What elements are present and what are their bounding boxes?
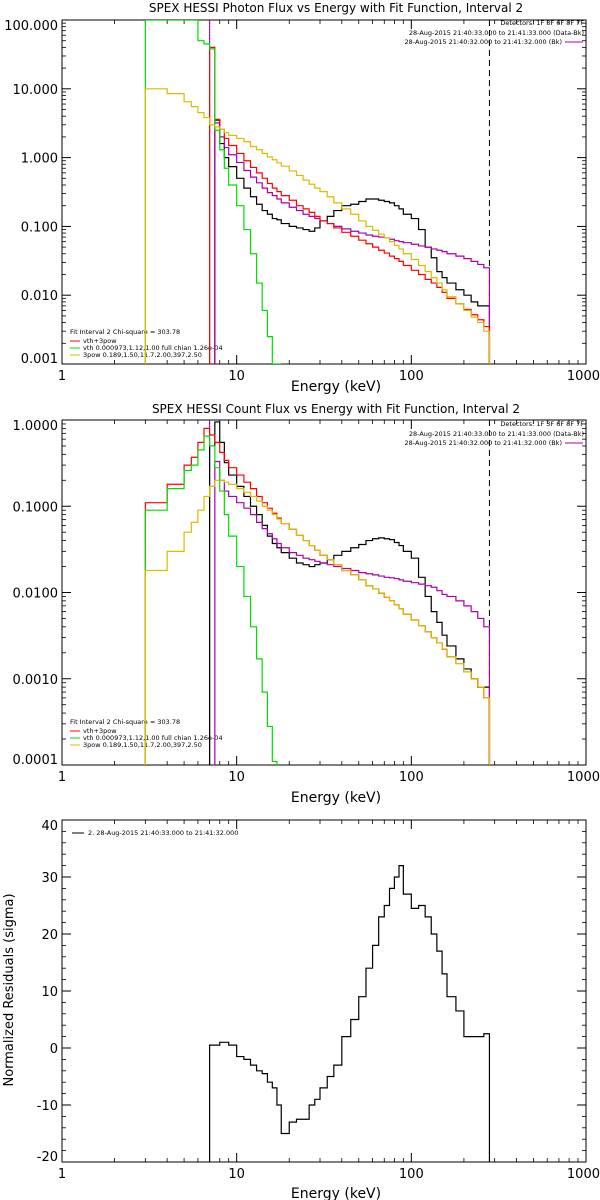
x-tick-label: 10 bbox=[228, 1167, 245, 1182]
y-tick-label: 1.000 bbox=[21, 152, 58, 167]
chart-title: SPEX HESSI Count Flux vs Energy with Fit… bbox=[152, 402, 520, 416]
x-tick-label: 100 bbox=[399, 770, 424, 785]
y-tick-label: 0.100 bbox=[21, 220, 58, 235]
x-axis-label: Energy (keV) bbox=[291, 790, 381, 806]
x-axis-label: Energy (keV) bbox=[291, 379, 381, 395]
y-tick-label: 0.0001 bbox=[13, 753, 59, 768]
legend: 2. 28-Aug-2015 21:40:33.000 to 21:41:32.… bbox=[72, 829, 238, 837]
y-tick-label: 0.1000 bbox=[13, 500, 59, 515]
plot-area bbox=[209, 865, 491, 1162]
y-tick-label: 40 bbox=[41, 819, 58, 834]
y-tick-label: 20 bbox=[41, 928, 58, 943]
y-tick-label: 10.000 bbox=[13, 83, 59, 98]
x-tick-label: 1000 bbox=[567, 1167, 600, 1182]
info-line: 28-Aug-2015 21:40:33.000 to 21:41:33.000… bbox=[409, 430, 584, 438]
legend-entry: 3pow 0.189,1.50,11.7,2.00,397,2.50 bbox=[83, 741, 202, 749]
plot-area bbox=[144, 420, 491, 765]
legend-entry: vth+3pow bbox=[83, 727, 117, 735]
y-tick-label: 0.0010 bbox=[13, 673, 59, 688]
series-line bbox=[144, 479, 491, 765]
chart-title: SPEX HESSI Photon Flux vs Energy with Fi… bbox=[149, 1, 523, 15]
y-tick-label: 30 bbox=[41, 871, 58, 886]
x-axis-label: Energy (keV) bbox=[291, 1186, 381, 1200]
detector-info: Detectors: 1F 3F 6F 8F 7F 28-Aug-2015 21… bbox=[405, 420, 585, 447]
y-tick-label: 0.0100 bbox=[13, 587, 59, 602]
y-tick-label: 1.0000 bbox=[13, 419, 59, 434]
y-tick-label: 0 bbox=[50, 1042, 58, 1057]
x-tick-label: 1 bbox=[58, 369, 66, 384]
y-tick-label: 0.010 bbox=[21, 289, 58, 304]
plot-area bbox=[144, 20, 491, 364]
info-line: 28-Aug-2015 21:40:33.000 to 21:41:33.000… bbox=[409, 29, 584, 37]
series-line bbox=[209, 421, 491, 765]
info-line: 28-Aug-2015 21:40:32.000 to 21:41:32.000… bbox=[405, 439, 562, 447]
plot-frame bbox=[61, 819, 587, 1163]
count-flux-panel: SPEX HESSI Count Flux vs Energy with Fit… bbox=[13, 402, 600, 806]
plot-frame bbox=[61, 419, 587, 766]
x-tick-label: 100 bbox=[399, 369, 424, 384]
photon-flux-panel: SPEX HESSI Photon Flux vs Energy with Fi… bbox=[4, 1, 600, 395]
x-tick-label: 10 bbox=[228, 770, 245, 785]
series-line bbox=[209, 865, 491, 1162]
series-line bbox=[214, 119, 491, 364]
residuals-panel: Energy (keV) Normalized Residuals (sigma… bbox=[2, 819, 600, 1200]
plot-frame bbox=[61, 19, 587, 365]
y-tick-label: 100.000 bbox=[4, 19, 58, 34]
series-line bbox=[214, 122, 491, 364]
x-tick-label: 100 bbox=[399, 1167, 424, 1182]
legend: Fit Interval 2 Chi-square = 303.78 vth+3… bbox=[70, 328, 223, 359]
series-line bbox=[144, 88, 491, 364]
info-line: 28-Aug-2015 21:40:32.000 to 21:41:32.000… bbox=[405, 38, 562, 46]
info-line: Detectors: 1F 3F 6F 8F 7F bbox=[500, 19, 584, 27]
legend-header: Fit Interval 2 Chi-square = 303.78 bbox=[70, 328, 180, 336]
x-tick-label: 1000 bbox=[567, 770, 600, 785]
detector-info: Detectors: 1F 3F 6F 8F 7F 28-Aug-2015 21… bbox=[405, 19, 585, 46]
series-line bbox=[144, 20, 282, 364]
y-tick-label: 10 bbox=[41, 985, 58, 1000]
legend-entry: vth 0.000973,1.12,1.00 full chian 1.26e-… bbox=[83, 734, 223, 742]
series-line bbox=[144, 427, 491, 765]
legend-entry: 3pow 0.189,1.50,11.7,2.00,397,2.50 bbox=[83, 351, 202, 359]
legend-header: Fit Interval 2 Chi-square = 303.78 bbox=[70, 718, 180, 726]
y-tick-label: 0.001 bbox=[21, 352, 58, 367]
legend: Fit Interval 2 Chi-square = 303.78 vth+3… bbox=[70, 718, 223, 749]
series-line bbox=[209, 46, 491, 364]
x-tick-label: 1 bbox=[58, 1167, 66, 1182]
x-tick-label: 10 bbox=[228, 369, 245, 384]
legend-entry: vth+3pow bbox=[83, 337, 117, 345]
y-tick-label: -10 bbox=[37, 1099, 58, 1114]
info-line: Detectors: 1F 3F 6F 8F 7F bbox=[500, 420, 584, 428]
legend-entry: vth 0.000973,1.12,1.00 full chian 1.26e-… bbox=[83, 344, 223, 352]
y-tick-label: -20 bbox=[37, 1150, 58, 1165]
y-axis-label: Normalized Residuals (sigma) bbox=[2, 893, 17, 1086]
series-line bbox=[214, 460, 491, 765]
x-tick-label: 1000 bbox=[567, 369, 600, 384]
legend-entry: 2. 28-Aug-2015 21:40:33.000 to 21:41:32.… bbox=[88, 829, 238, 837]
x-tick-label: 1 bbox=[58, 770, 66, 785]
series-line bbox=[144, 435, 278, 765]
